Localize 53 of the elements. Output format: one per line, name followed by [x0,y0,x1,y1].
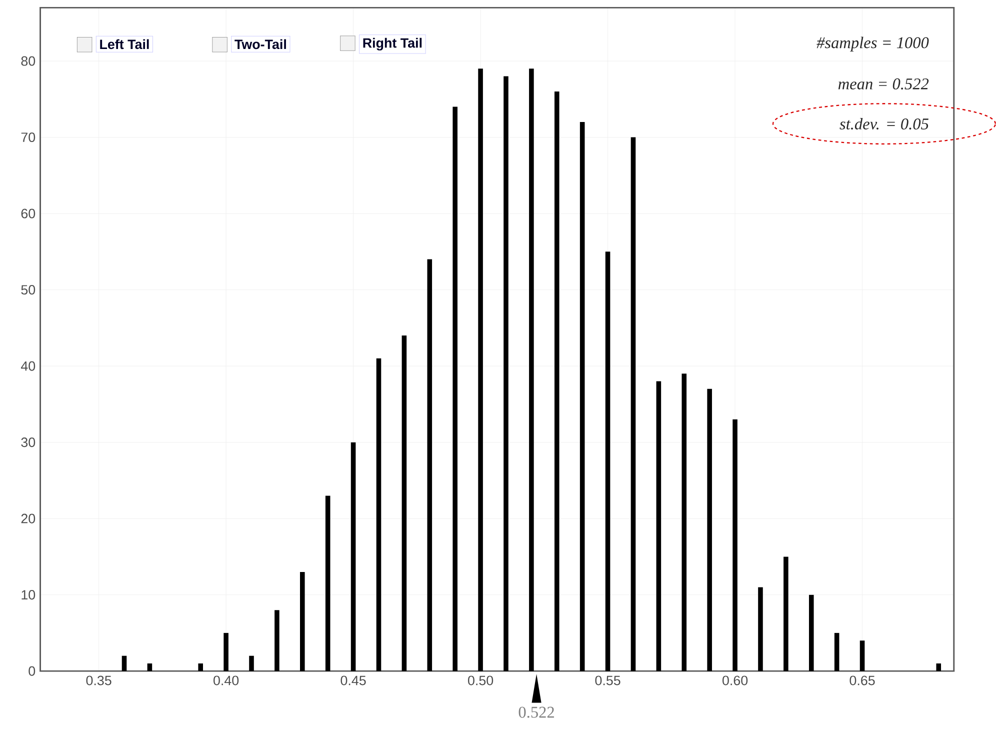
bar [682,374,687,672]
annotation: 0.522 [518,706,554,718]
bar [224,632,228,672]
bar [147,663,152,672]
annotation: #samples = 1000 [816,36,929,52]
annotation: mean = 0.522 [838,78,929,90]
annotation: Two-Tail [234,39,286,50]
bar [300,572,305,672]
bar [630,137,636,672]
y-tick-label: 20 [21,514,36,524]
y-tick-label: 70 [21,132,36,142]
bar [350,442,356,672]
x-tick-label: 0.60 [722,676,748,686]
y-tick-label: 60 [21,208,36,218]
y-tick-label: 40 [20,361,36,371]
bar [504,76,508,672]
annotation: st.dev. = 0.05 [840,118,928,130]
bar [936,663,942,672]
x-tick-label: 0.45 [340,676,366,686]
x-tick-label: 0.55 [595,676,620,686]
bar [707,388,712,672]
bar [376,358,382,672]
bar [834,632,840,672]
y-tick-label: 30 [21,438,36,448]
x-tick-label: 0.40 [214,676,239,686]
bar [529,68,534,672]
bar [605,252,610,672]
bar [656,381,662,672]
y-tick-label: 80 [21,56,36,66]
bar [427,259,432,672]
bar [198,663,203,672]
y-tick-label: 50 [21,285,36,295]
bar [580,122,585,672]
x-tick-label: 0.35 [86,676,112,686]
bar [452,106,458,672]
x-tick-label: 0.50 [468,676,494,686]
bar [478,68,483,672]
bar [274,610,280,672]
bar [784,556,788,672]
bar [808,594,814,672]
bar [732,419,738,672]
bar [325,496,330,672]
bar [758,587,763,672]
annotation: Right Tail [363,38,422,50]
bar [860,640,865,672]
annotation: Left Tail [100,39,149,50]
bar [402,336,407,672]
bar [554,92,560,672]
y-tick-label: 10 [22,590,36,600]
x-tick-label: 0.65 [850,676,875,686]
bar [122,656,127,672]
bar [249,656,254,672]
y-tick-label: 0 [28,666,36,676]
